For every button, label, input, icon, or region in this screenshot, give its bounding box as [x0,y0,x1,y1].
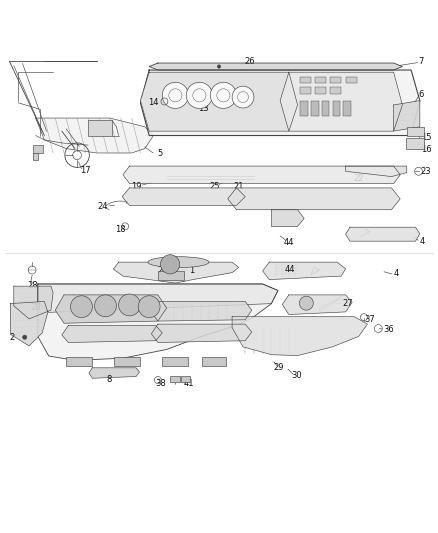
Polygon shape [55,295,166,323]
Text: 25: 25 [209,182,220,191]
Circle shape [160,255,180,274]
Text: 27: 27 [342,298,353,308]
Polygon shape [346,227,420,241]
Polygon shape [346,166,407,176]
Bar [201,357,226,366]
Text: 28: 28 [27,281,38,290]
Text: 24: 24 [97,202,108,211]
Text: 41: 41 [184,379,194,389]
Polygon shape [151,324,252,343]
Polygon shape [14,286,53,319]
Bar [315,87,326,94]
Polygon shape [228,188,400,210]
Bar [311,101,318,116]
Polygon shape [272,210,304,227]
Text: 18: 18 [116,225,126,235]
Polygon shape [113,262,239,283]
Bar [315,77,326,83]
Bar [330,77,341,83]
Text: 14: 14 [148,98,159,107]
Text: 28: 28 [158,266,169,276]
Polygon shape [35,118,153,153]
Text: 37: 37 [364,315,375,324]
Text: 22: 22 [353,174,364,183]
Bar [158,271,184,280]
Circle shape [22,335,27,340]
Bar [88,120,112,135]
Text: 44: 44 [284,238,294,247]
Polygon shape [263,262,346,280]
Polygon shape [232,317,367,356]
Text: 13: 13 [198,104,209,113]
Polygon shape [149,63,403,70]
Text: 16: 16 [422,145,432,154]
Bar [162,357,188,366]
Bar [114,357,141,366]
Circle shape [119,294,141,316]
Polygon shape [122,188,245,205]
Polygon shape [141,72,297,131]
Bar [33,145,43,153]
Bar [343,101,351,116]
Text: 38: 38 [155,378,166,387]
Text: 36: 36 [384,325,394,334]
Bar [406,138,424,149]
Ellipse shape [148,257,209,268]
Circle shape [299,296,313,310]
Text: 29: 29 [273,364,284,372]
Polygon shape [11,302,48,346]
Polygon shape [394,101,420,131]
Bar [300,87,311,94]
Text: 6: 6 [418,90,424,99]
Text: 21: 21 [233,182,244,191]
Polygon shape [38,284,278,312]
Bar [321,101,329,116]
Bar [66,357,92,366]
Polygon shape [141,70,420,135]
Text: 4: 4 [394,269,399,278]
Polygon shape [62,326,162,343]
Bar [346,77,357,83]
Circle shape [162,82,188,108]
Text: 4: 4 [420,237,425,246]
Bar [180,376,190,382]
Text: 15: 15 [422,133,432,142]
Text: 26: 26 [244,57,255,66]
Text: 30: 30 [291,371,302,380]
Circle shape [186,82,212,108]
Circle shape [217,65,221,68]
Text: 23: 23 [421,167,431,176]
Bar [300,101,307,116]
Text: 2: 2 [10,333,15,342]
Polygon shape [123,166,400,183]
Circle shape [232,86,254,108]
Bar [330,87,341,94]
Text: 7: 7 [418,57,424,66]
Polygon shape [280,72,403,131]
Bar [300,77,311,83]
Circle shape [138,296,160,318]
Text: 1: 1 [189,266,194,276]
Polygon shape [89,368,140,378]
Circle shape [95,295,117,317]
Bar [407,127,424,136]
Bar [170,376,180,382]
Circle shape [71,296,92,318]
Text: 17: 17 [81,166,91,175]
Bar [32,153,38,160]
Text: 44: 44 [285,265,295,274]
Circle shape [210,82,237,108]
Text: 19: 19 [131,182,141,191]
Polygon shape [151,302,252,321]
Text: 5: 5 [157,149,162,158]
Polygon shape [283,295,352,314]
Polygon shape [38,284,278,360]
Text: 28: 28 [30,303,41,312]
Text: 8: 8 [106,375,112,384]
Bar [332,101,340,116]
